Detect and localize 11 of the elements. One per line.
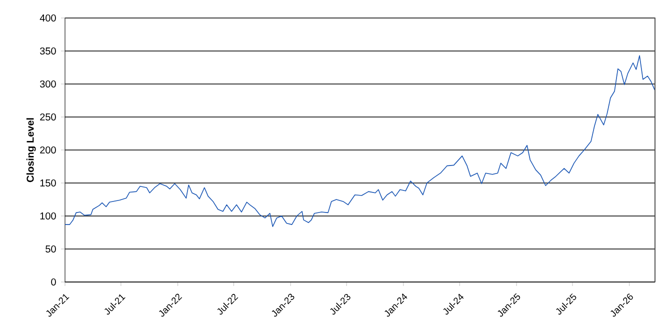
y-tick-label: 350 <box>40 47 56 55</box>
y-tick-label: 400 <box>40 14 56 22</box>
y-tick-label: 250 <box>40 113 56 121</box>
y-tick-label: 0 <box>51 278 56 286</box>
y-tick-label: 200 <box>40 146 56 154</box>
y-axis-title: Closing Level <box>26 118 36 182</box>
y-tick-label: 100 <box>40 212 56 220</box>
y-tick-label: 300 <box>40 80 56 88</box>
y-tick-label: 150 <box>40 179 56 187</box>
y-tick-label: 50 <box>46 245 56 253</box>
line-series <box>65 55 655 227</box>
